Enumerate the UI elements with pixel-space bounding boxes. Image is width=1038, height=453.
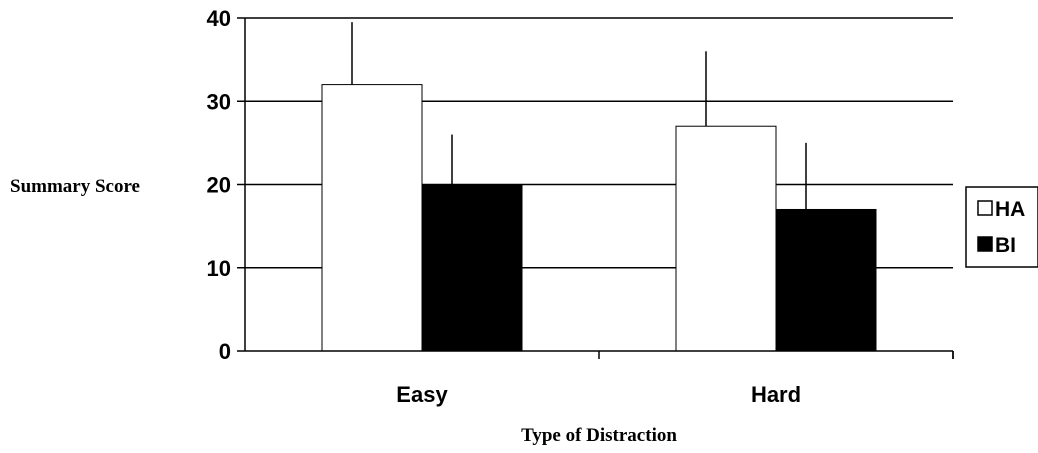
x-axis-title: Type of Distraction xyxy=(521,425,677,446)
legend-swatch-bi xyxy=(977,236,993,252)
bar-ha-hard xyxy=(675,125,777,352)
y-tick-label: 10 xyxy=(207,256,231,281)
y-tick-label: 20 xyxy=(207,173,231,198)
legend-label-ha: HA xyxy=(995,198,1025,221)
y-tick-label: 30 xyxy=(207,89,231,114)
bar-bi-easy xyxy=(421,184,523,352)
bar-bi-hard xyxy=(775,208,877,352)
bars xyxy=(321,84,877,352)
bar-ha-easy xyxy=(321,84,423,352)
error-bars xyxy=(351,22,807,210)
y-axis-title: Summary Score xyxy=(10,176,140,197)
legend-label-bi: BI xyxy=(995,234,1016,257)
x-category-labels: Easy Hard xyxy=(396,382,801,407)
legend-swatch-ha xyxy=(977,200,993,216)
y-tick-label: 40 xyxy=(207,6,231,31)
x-category-label: Easy xyxy=(396,382,448,407)
y-tick-label: 0 xyxy=(219,339,231,364)
axes xyxy=(237,17,954,359)
legend: HA BI xyxy=(965,186,1038,268)
y-tick-labels: 0 10 20 30 40 xyxy=(207,6,231,364)
x-category-label: Hard xyxy=(751,382,801,407)
